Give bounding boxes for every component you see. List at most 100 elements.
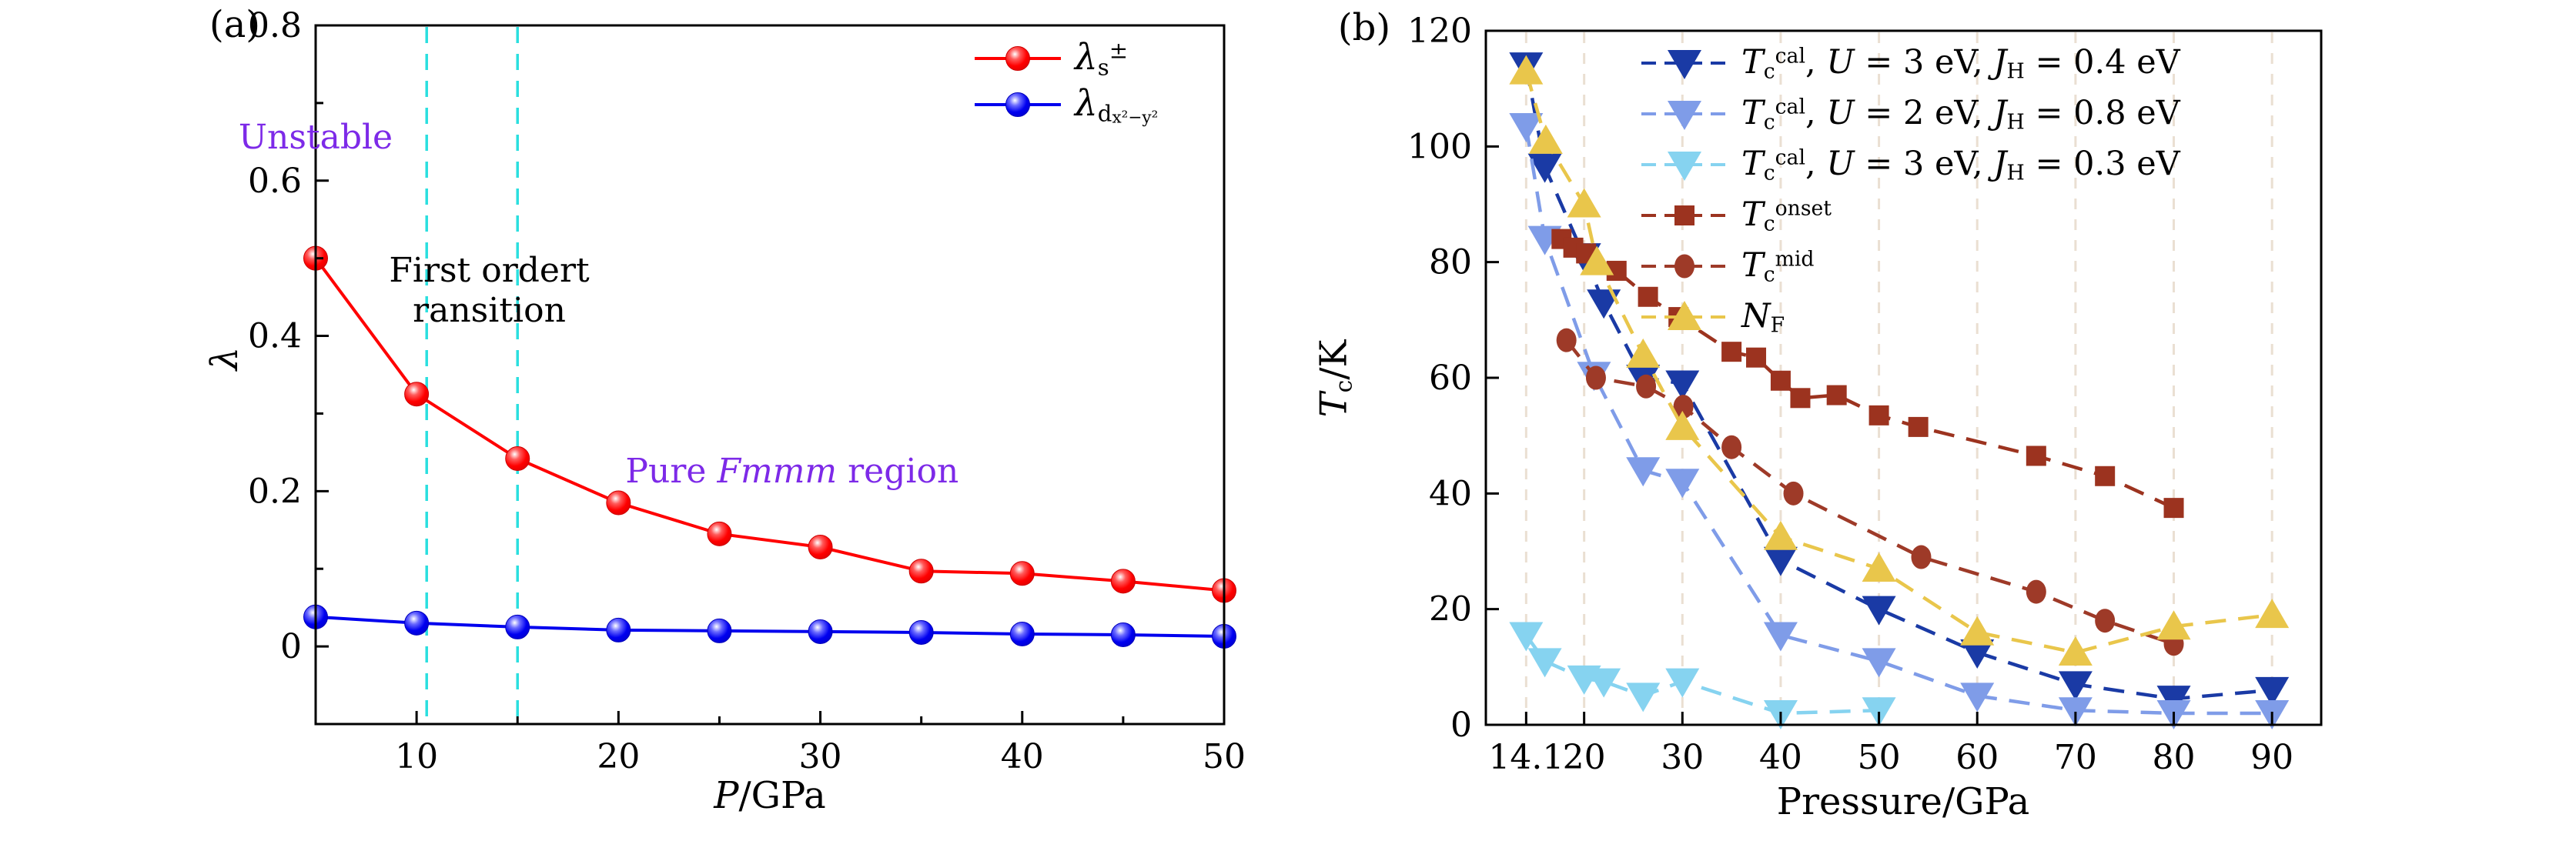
plot-frame bbox=[314, 24, 1226, 726]
data-point-marker bbox=[404, 382, 430, 407]
x-tick-label: 40 bbox=[1001, 737, 1044, 776]
legend-label: Tconset bbox=[1741, 195, 1832, 236]
y-tick-label: 60 bbox=[1429, 359, 1472, 398]
rich-text: NF bbox=[1741, 296, 1785, 338]
data-point-marker bbox=[1674, 205, 1694, 225]
text-part: , bbox=[1805, 42, 1827, 82]
unstable-label: Unstable bbox=[239, 118, 393, 158]
rich-text: Tc/K bbox=[1312, 340, 1357, 418]
data-point-marker bbox=[1783, 481, 1804, 506]
annotation-line: Pure Fmmm region bbox=[625, 452, 958, 492]
annotation-line: First ordert bbox=[389, 251, 589, 291]
data-point-marker bbox=[1668, 50, 1701, 79]
text-part: J bbox=[1993, 42, 2007, 82]
text-part: ± bbox=[1109, 37, 1129, 64]
data-point-marker bbox=[1868, 405, 1889, 426]
rich-text: Tccal, U = 3 eV, JH = 0.3 eV bbox=[1741, 144, 2180, 185]
data-point-marker bbox=[1862, 596, 1896, 626]
legend-marker-tri-down-icon bbox=[1641, 152, 1728, 181]
text-part: U bbox=[1826, 42, 1855, 82]
text-part: T bbox=[1741, 195, 1764, 234]
data-point-marker bbox=[1509, 622, 1544, 652]
data-point-marker bbox=[1005, 46, 1030, 71]
data-point-marker bbox=[2026, 446, 2046, 466]
pure-fmmm-region-label: Pure Fmmm region bbox=[625, 452, 958, 492]
rich-text: Tccal, U = 2 eV, JH = 0.8 eV bbox=[1741, 93, 2180, 135]
data-point-marker bbox=[1862, 648, 1896, 678]
text-part: U bbox=[1826, 93, 1855, 132]
y-tick-label: 100 bbox=[1407, 127, 1472, 166]
legend-label: Tccal, U = 3 eV, JH = 0.4 eV bbox=[1741, 43, 2180, 84]
legend-item-tc-cal-u3-jh03: Tccal, U = 3 eV, JH = 0.3 eV bbox=[1638, 139, 2180, 190]
text-part: = 0.3 eV bbox=[2024, 144, 2180, 183]
data-point-marker bbox=[2255, 599, 2290, 629]
text-part: d bbox=[1097, 99, 1112, 126]
legend-label: Tccal, U = 2 eV, JH = 0.8 eV bbox=[1741, 94, 2180, 135]
data-point-marker bbox=[1668, 152, 1701, 181]
text-part: region bbox=[837, 452, 959, 492]
data-point-marker bbox=[1746, 347, 1767, 368]
x-tick-label: 14.1 bbox=[1488, 738, 1564, 777]
panel-b-legend: Tccal, U = 3 eV, JH = 0.4 eV Tccal, U = 2… bbox=[1638, 38, 2180, 342]
data-point-marker bbox=[2255, 676, 2290, 706]
x-tick-label: 60 bbox=[1955, 738, 1999, 777]
legend-label: NF bbox=[1741, 297, 1785, 338]
data-point-marker bbox=[1960, 639, 1995, 669]
rich-text: Pressure/GPa bbox=[1777, 780, 2029, 823]
annotation-line: Unstable bbox=[239, 118, 393, 158]
series-line bbox=[1524, 70, 2273, 655]
legend-item-n-f: NF bbox=[1638, 292, 2180, 342]
data-point-marker bbox=[1587, 668, 1621, 698]
text-part: c bbox=[1763, 212, 1775, 236]
rich-text: Unstable bbox=[239, 118, 393, 157]
x-tick-label: 20 bbox=[597, 737, 640, 776]
text-part: c bbox=[1763, 110, 1775, 135]
y-tick-label: 80 bbox=[1429, 243, 1472, 282]
panel-a-x-axis-label: P/GPa bbox=[714, 774, 826, 817]
x-tick-label: 30 bbox=[799, 737, 842, 776]
data-point-marker bbox=[1665, 668, 1700, 698]
text-part: c bbox=[1763, 59, 1775, 84]
data-point-marker bbox=[1110, 569, 1136, 594]
legend-label: Tcmid bbox=[1741, 246, 1815, 287]
data-point-marker bbox=[1960, 682, 1995, 713]
rich-text: Tconset bbox=[1741, 195, 1832, 236]
data-point-marker bbox=[1665, 370, 1700, 400]
text-part: J bbox=[1993, 93, 2007, 132]
text-part: c bbox=[1763, 161, 1775, 185]
legend-marker-dot-icon bbox=[1641, 254, 1728, 279]
series-lambda-s-plus-minus bbox=[303, 245, 1236, 603]
data-point-marker bbox=[707, 521, 732, 546]
data-point-marker bbox=[1862, 552, 1896, 582]
data-point-marker bbox=[808, 619, 833, 644]
legend-label: λdx²−y² bbox=[1075, 82, 1158, 128]
data-point-marker bbox=[606, 617, 631, 642]
text-part: T bbox=[1312, 392, 1356, 418]
x-tick-label: 50 bbox=[1858, 738, 1901, 777]
data-point-marker bbox=[2163, 498, 2184, 519]
legend-marker-tri-up-icon bbox=[1641, 301, 1728, 330]
rich-text: P/GPa bbox=[714, 774, 826, 817]
y-tick-label: 20 bbox=[1429, 590, 1472, 629]
text-part: N bbox=[1741, 296, 1771, 335]
series-line bbox=[1564, 339, 2175, 646]
data-point-marker bbox=[707, 618, 732, 643]
data-point-marker bbox=[1580, 245, 1614, 275]
data-point-marker bbox=[1509, 113, 1544, 143]
y-tick-label: 0.8 bbox=[248, 6, 302, 45]
y-tick-label: 0.2 bbox=[248, 472, 302, 511]
text-part: T bbox=[1741, 245, 1764, 285]
legend-marker-tri-down-icon bbox=[1641, 101, 1728, 130]
data-point-marker bbox=[1763, 546, 1798, 576]
data-point-marker bbox=[404, 610, 430, 636]
x-tick-label: 40 bbox=[1759, 738, 1802, 777]
data-point-marker bbox=[1626, 457, 1661, 487]
panel-b-x-axis-label: Pressure/GPa bbox=[1777, 780, 2029, 823]
data-point-marker bbox=[1636, 374, 1657, 399]
series-tc-cal-u3-jh03 bbox=[1509, 622, 1896, 729]
legend-marker-circle-icon bbox=[975, 46, 1061, 71]
y-tick-label: 40 bbox=[1429, 474, 1472, 513]
text-part: ransition bbox=[413, 291, 566, 331]
